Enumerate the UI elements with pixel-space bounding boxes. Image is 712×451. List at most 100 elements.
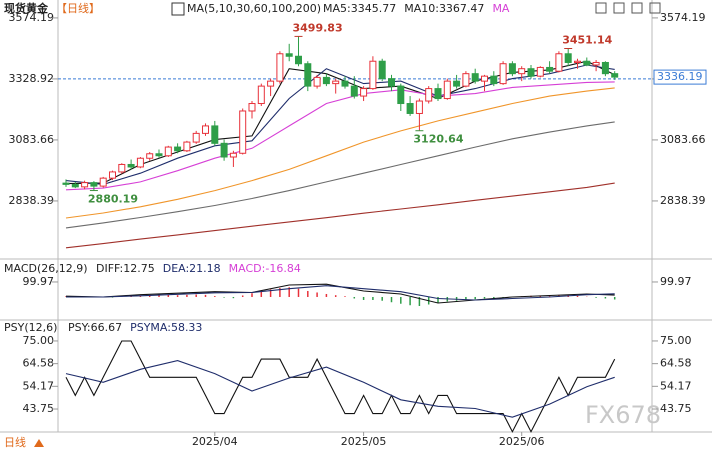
candle-body <box>583 60 591 66</box>
legend-entry: MACD:-16.84 <box>229 262 301 275</box>
toolbar-icon[interactable] <box>649 2 661 14</box>
candle-body <box>601 61 609 75</box>
toolbar <box>595 2 661 14</box>
candle-body <box>406 103 414 114</box>
candle-body <box>360 88 368 97</box>
x-tick-label: 2025/04 <box>192 435 238 448</box>
candle-body <box>322 76 330 85</box>
candle-body <box>508 63 516 75</box>
y-tick-label: 64.58 <box>660 357 692 370</box>
panel-title: PSY(12,6) <box>4 321 57 334</box>
macd-line <box>66 285 615 301</box>
x-tick-label: 2025/05 <box>341 435 387 448</box>
watermark: FX678 <box>585 401 661 429</box>
ma-line <box>65 87 615 219</box>
y-tick-label: 3328.92 <box>9 72 55 85</box>
panel-title: MACD(26,12,9) <box>4 262 88 275</box>
legend-entry: PSY:66.67 <box>68 321 122 334</box>
legend-entry: MA10:3367.47 <box>404 2 484 15</box>
candle-body <box>109 171 116 179</box>
candle-body <box>592 61 600 66</box>
candle-body <box>574 60 581 63</box>
candle-body <box>118 163 126 173</box>
annotation: 3120.64 <box>413 133 463 146</box>
y-tick-label: 3083.66 <box>660 133 706 146</box>
annotation: 3499.83 <box>293 21 343 34</box>
y-tick-label: 99.97 <box>660 275 692 288</box>
y-tick-label: 2838.39 <box>660 194 706 207</box>
candle-body <box>415 100 423 114</box>
candle-body <box>174 146 182 152</box>
psy-line <box>65 340 616 433</box>
candle-body <box>62 182 70 185</box>
candle-body <box>155 153 163 157</box>
period-label[interactable]: 【日线】 <box>56 1 100 15</box>
candle-body <box>267 80 275 87</box>
candle-body <box>81 182 89 188</box>
candle-body <box>564 53 572 63</box>
candle-body <box>443 80 451 100</box>
candle-body <box>453 80 461 87</box>
candle-body <box>434 88 442 100</box>
candle-body <box>490 75 498 85</box>
period-arrow[interactable] <box>34 439 44 447</box>
y-tick-label: 43.75 <box>23 402 55 415</box>
legend-entry: MA5:3345.77 <box>323 2 396 15</box>
candle-body <box>164 146 172 157</box>
legend-entry: DEA:21.18 <box>163 262 221 275</box>
ma-line <box>65 81 615 191</box>
candle-body <box>257 85 265 105</box>
candle-body <box>202 125 209 134</box>
candle-body <box>313 76 321 87</box>
candle-body <box>471 73 479 82</box>
y-tick-label: 3574.19 <box>9 11 55 24</box>
y-tick-label: 3083.66 <box>9 133 55 146</box>
annotation: 3451.14 <box>562 34 612 47</box>
y-tick-label: 54.17 <box>23 379 55 392</box>
candle-body <box>546 66 554 72</box>
candle-body <box>99 177 107 187</box>
candle-body <box>127 163 135 168</box>
toolbar-icon[interactable] <box>613 2 625 14</box>
period-footer[interactable]: 日线 <box>4 435 26 449</box>
candle-body <box>248 103 256 112</box>
candle-body <box>229 152 237 158</box>
candle-body <box>397 85 405 105</box>
legend-entry: DIFF:12.75 <box>96 262 155 275</box>
legend-entry: MA <box>492 2 509 15</box>
psyma-line <box>65 360 615 418</box>
y-tick-label: 43.75 <box>660 402 692 415</box>
y-tick-label: 2838.39 <box>9 194 55 207</box>
candle-body <box>332 80 340 85</box>
indicator-icon[interactable] <box>171 2 185 16</box>
y-tick-label: 75.00 <box>23 334 55 347</box>
candle-body <box>211 125 219 144</box>
candle-body <box>276 53 284 82</box>
candle-body <box>378 60 386 80</box>
candle-body <box>555 53 563 72</box>
y-tick-label: 64.58 <box>23 357 55 370</box>
y-tick-label: 54.17 <box>660 379 692 392</box>
y-tick-label: 3574.19 <box>660 11 706 24</box>
candle-body <box>136 157 144 168</box>
candle-body <box>71 183 79 188</box>
ma-line <box>65 121 615 229</box>
toolbar-icon[interactable] <box>631 2 643 14</box>
candle-body <box>611 73 619 78</box>
candle-body <box>425 88 433 102</box>
toolbar-icon[interactable] <box>595 2 607 14</box>
candle-body <box>183 141 191 152</box>
ma-line <box>65 182 615 249</box>
candle-body <box>527 68 535 77</box>
candle-body <box>304 63 312 87</box>
candle-body <box>481 75 488 82</box>
candle-body <box>295 55 302 65</box>
indicator-label: MA(5,10,30,60,100,200) <box>187 2 321 15</box>
candle-body <box>146 153 154 159</box>
annotation: 2880.19 <box>88 193 138 206</box>
candle-body <box>285 53 293 57</box>
candle-body <box>499 63 507 85</box>
candle-body <box>388 78 395 87</box>
y-tick-label: 99.97 <box>23 275 55 288</box>
